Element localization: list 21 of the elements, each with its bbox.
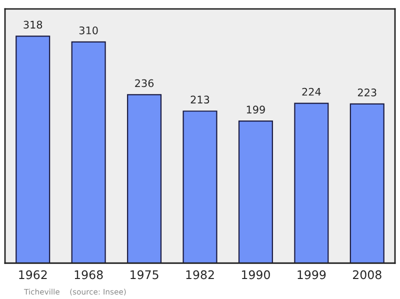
bar [16, 36, 50, 264]
data-label: 199 [246, 106, 265, 114]
bar [127, 94, 162, 264]
x-tick-label: 1990 [242, 270, 270, 280]
data-label: 318 [24, 20, 42, 29]
x-tick-label: 2008 [352, 270, 382, 280]
data-label: 224 [302, 88, 321, 96]
data-label: 213 [190, 96, 210, 104]
bar [238, 120, 273, 264]
data-label: 236 [135, 79, 154, 88]
data-label: 310 [79, 26, 98, 34]
bar [71, 41, 106, 264]
x-tick-label: 1962 [19, 270, 47, 280]
bar [350, 103, 384, 264]
bar [182, 110, 218, 264]
bar [294, 102, 329, 264]
x-tick-label: 1999 [298, 270, 326, 280]
x-tick-label: 1968 [74, 270, 103, 280]
x-tick-label: 1975 [130, 270, 158, 280]
data-label: 223 [358, 88, 376, 96]
x-tick-label: 1982 [186, 270, 214, 280]
